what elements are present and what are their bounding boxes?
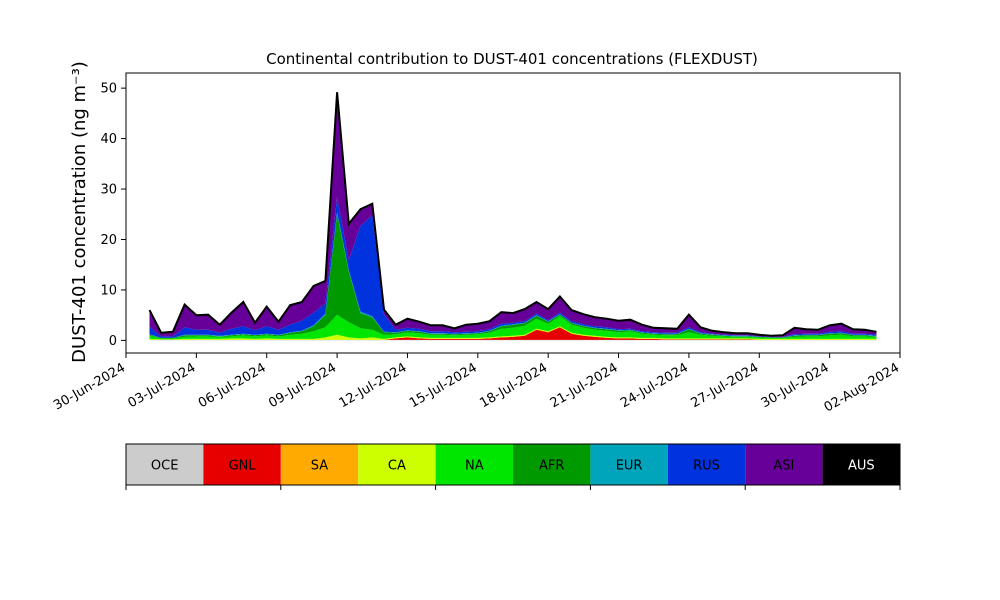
area-afr xyxy=(149,213,877,339)
x-tick-label: 21-Jul-2024 xyxy=(548,360,621,411)
y-tick-label: 20 xyxy=(100,233,117,248)
y-axis: 0 10 20 30 40 50 xyxy=(100,82,126,349)
x-tick-label: 30-Jul-2024 xyxy=(759,360,832,411)
legend-swatch-rus xyxy=(667,444,746,485)
chart-title: Continental contribution to DUST-401 con… xyxy=(266,50,758,68)
y-tick-label: 40 xyxy=(100,132,117,147)
area-oce xyxy=(149,339,877,341)
x-tick-label: 09-Jul-2024 xyxy=(266,360,339,411)
area-asi xyxy=(149,92,877,337)
legend-frame xyxy=(125,443,901,486)
y-tick-label: 0 xyxy=(109,334,117,349)
legend-swatch-asi xyxy=(745,444,823,485)
legend-swatch-ca xyxy=(358,444,436,485)
x-tick-label: 06-Jul-2024 xyxy=(196,360,269,411)
legend-swatch-eur xyxy=(590,444,668,485)
area-na xyxy=(149,314,877,340)
legend-label-asi: ASI xyxy=(773,459,794,474)
x-axis: 30-Jun-202403-Jul-202406-Jul-202409-Jul-… xyxy=(51,353,902,416)
legend-swatch-gnl xyxy=(203,444,281,485)
total-line-group xyxy=(148,92,877,337)
y-tick-label: 10 xyxy=(100,283,117,298)
plot-frame xyxy=(125,72,901,354)
legend-label-rus: RUS xyxy=(693,459,720,474)
stacked-areas xyxy=(149,92,877,341)
legend-label-gnl: GNL xyxy=(229,459,257,474)
legend-swatch-afr xyxy=(513,444,591,485)
legend-label-eur: EUR xyxy=(616,459,643,474)
legend-label-oce: OCE xyxy=(151,459,179,474)
x-tick-label: 02-Aug-2024 xyxy=(822,360,902,415)
y-tick-label: 50 xyxy=(100,82,117,97)
legend-swatch-aus xyxy=(822,444,900,485)
y-axis-label: DUST-401 concentration (ng m⁻³) xyxy=(69,61,90,363)
legend-label-na: NA xyxy=(465,459,484,474)
x-tick-label: 03-Jul-2024 xyxy=(126,360,199,411)
legend-label-sa: SA xyxy=(311,459,328,474)
x-tick-label: 24-Jul-2024 xyxy=(618,360,691,411)
legend-swatch-na xyxy=(435,444,513,485)
x-tick-label: 15-Jul-2024 xyxy=(407,360,480,411)
area-gnl xyxy=(149,327,877,340)
area-aus xyxy=(149,92,877,336)
x-tick-label: 27-Jul-2024 xyxy=(688,360,761,411)
x-tick-label: 12-Jul-2024 xyxy=(337,360,410,411)
legend-label-afr: AFR xyxy=(539,459,564,474)
legend-label-ca: CA xyxy=(388,459,406,474)
x-tick-label: 30-Jun-2024 xyxy=(51,360,128,413)
y-tick-label: 30 xyxy=(100,183,117,198)
area-ca xyxy=(149,326,877,340)
legend-swatch-oce xyxy=(126,444,204,485)
total-concentration-line xyxy=(148,92,877,337)
legend-label-aus: AUS xyxy=(848,459,875,474)
x-tick-label: 18-Jul-2024 xyxy=(477,360,550,411)
legend-swatch-sa xyxy=(280,444,359,485)
legend-colorbar: OCE GNL SA CA NA AFR EUR RUS ASI AUS xyxy=(125,443,901,490)
